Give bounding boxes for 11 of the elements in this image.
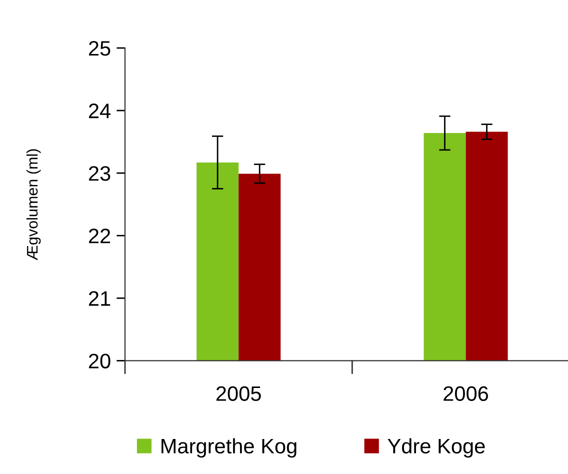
y-tick-label: 21	[88, 291, 110, 306]
y-tick-label: 23	[88, 166, 110, 181]
y-tick-label: 20	[88, 354, 110, 368]
y-tick-label: 24	[88, 104, 111, 118]
y-axis-title: Ægvolumen (ml)	[26, 149, 41, 260]
y-tick-label: 25	[88, 41, 110, 56]
x-tick-label: 2005	[216, 386, 261, 402]
legend-label: Ydre Koge	[388, 438, 485, 458]
x-tick-label: 2006	[444, 386, 488, 402]
y-tick-label: 22	[88, 228, 110, 244]
legend-label: Margrethe Kog	[162, 438, 296, 458]
